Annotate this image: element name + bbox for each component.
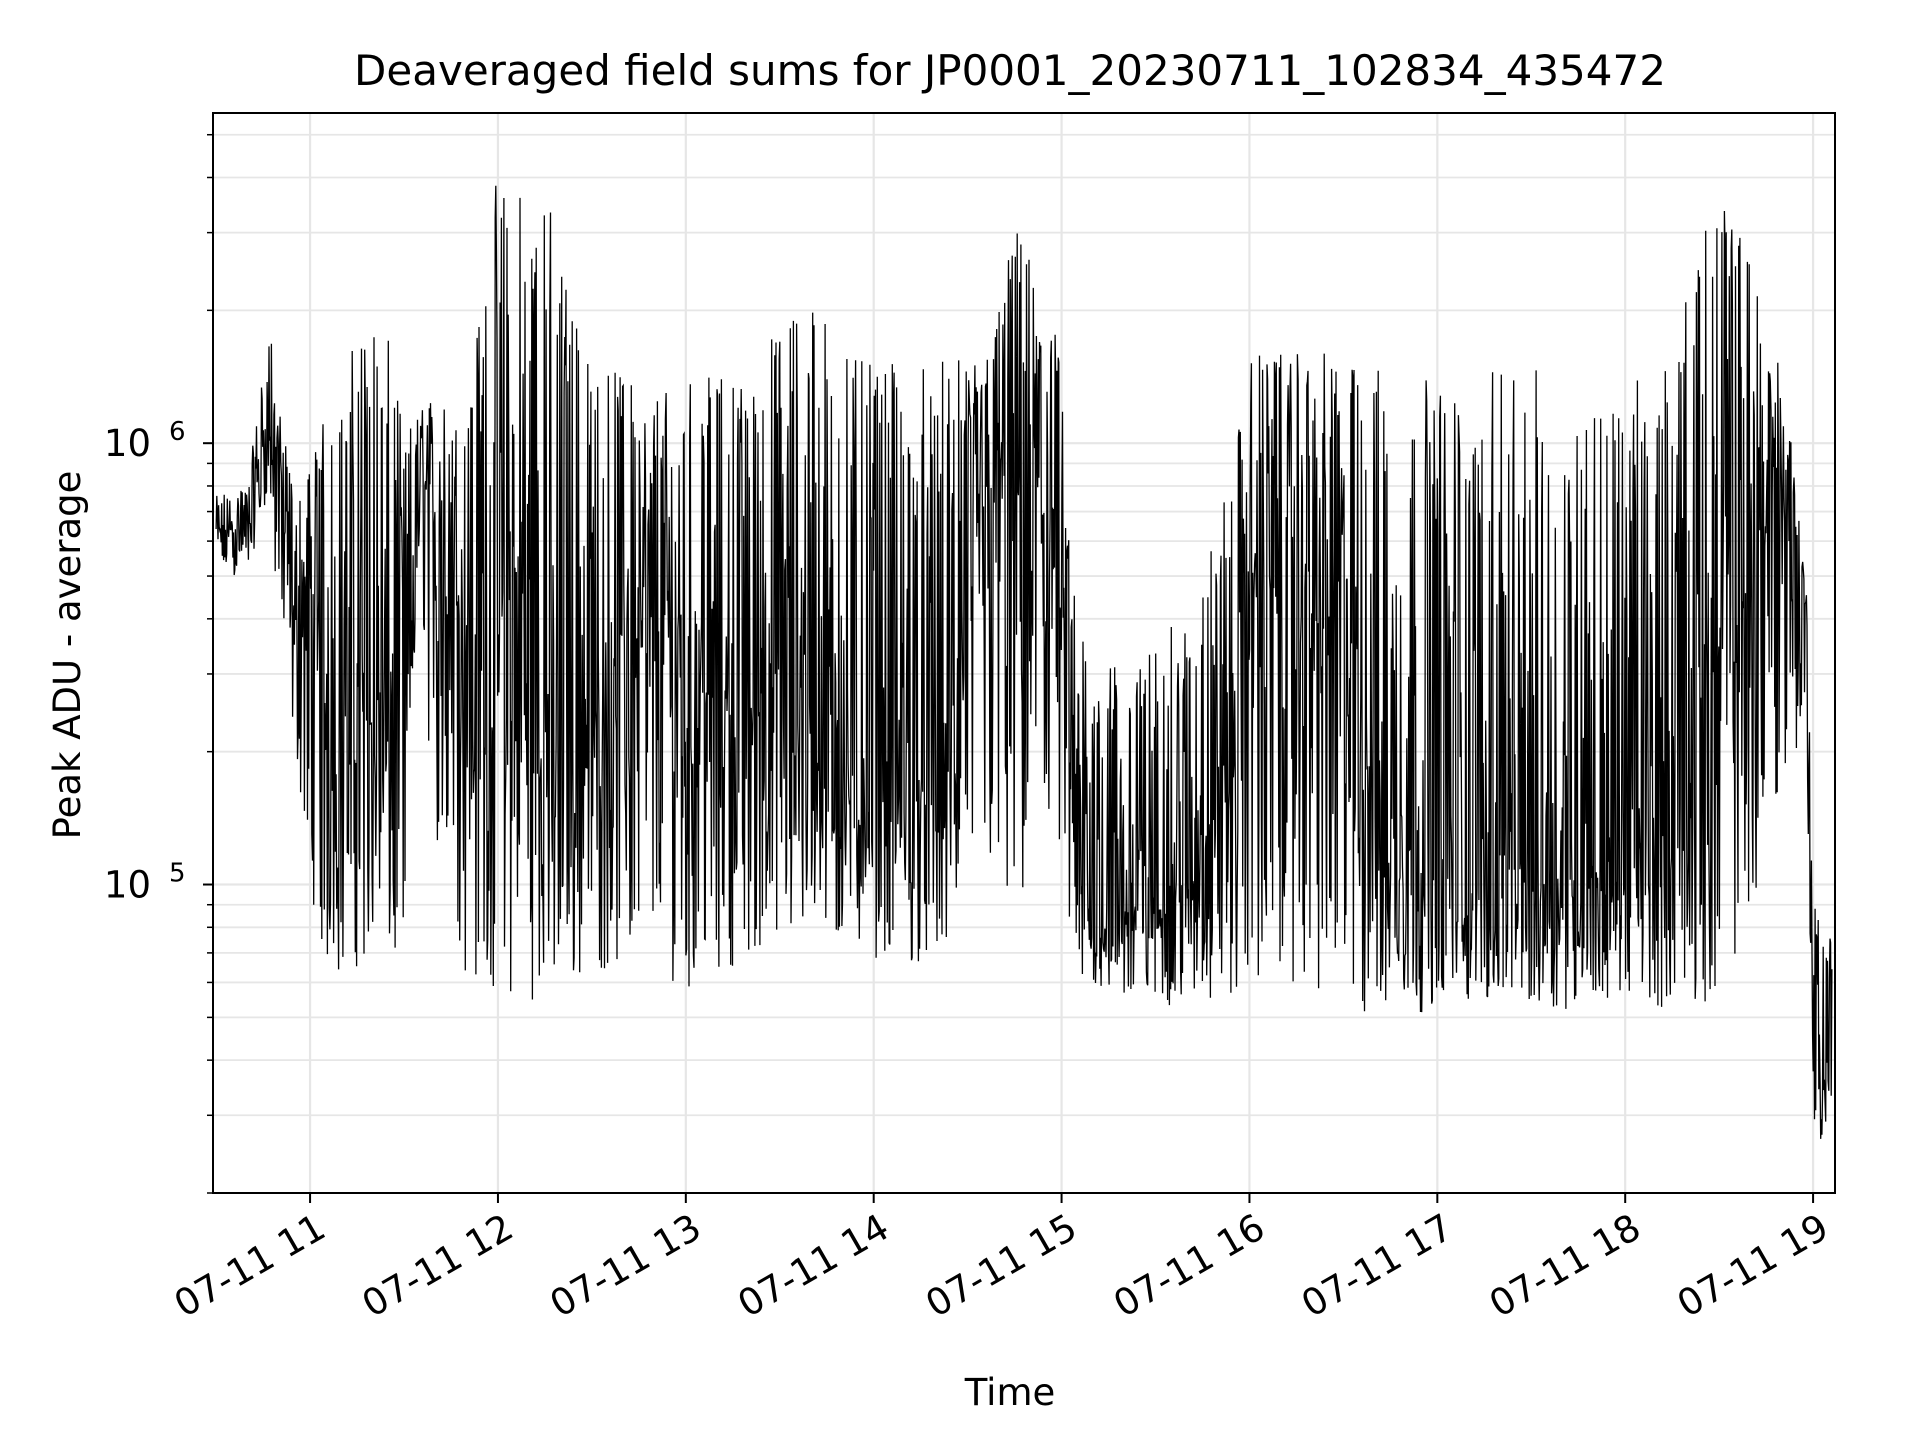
data-series-line [215, 185, 1833, 1139]
y-axis-label: Peak ADU - average [46, 471, 89, 840]
plot-frame [212, 112, 1836, 1194]
y-tick-label: 10 5 [104, 859, 186, 907]
data-layer [215, 185, 1833, 1139]
chart-title: Deaveraged field sums for JP0001_2023071… [354, 46, 1666, 95]
y-tick-label: 10 6 [104, 417, 186, 465]
x-axis-label: Time [964, 1371, 1056, 1414]
